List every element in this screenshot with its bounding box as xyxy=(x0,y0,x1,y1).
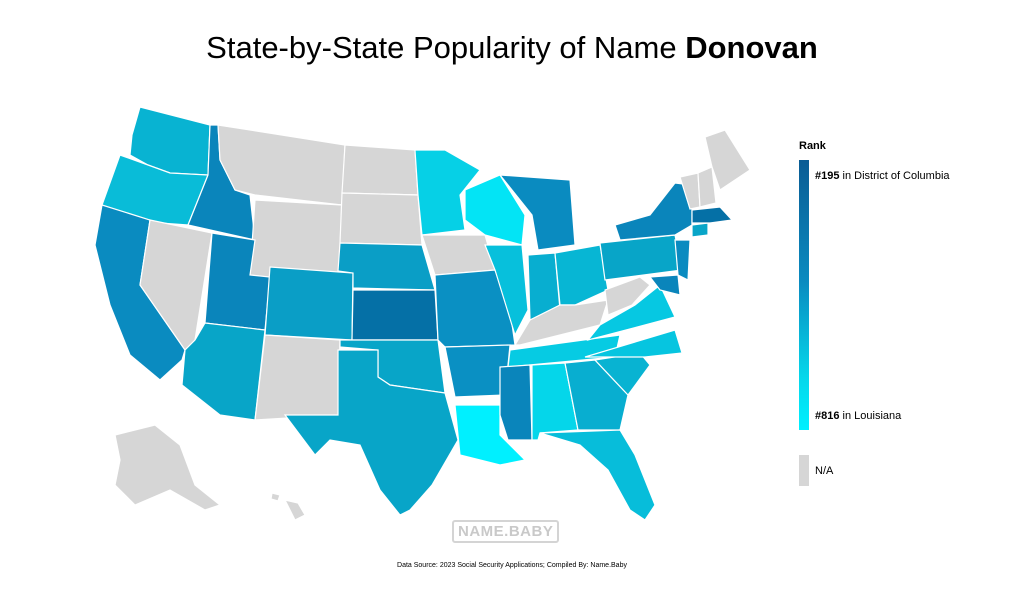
state-georgia xyxy=(564,359,629,431)
state-kentucky xyxy=(513,299,609,346)
legend-bottom-rank: #816 xyxy=(815,410,840,422)
state-michigan xyxy=(498,174,576,251)
state-new-mexico xyxy=(254,334,341,421)
state-colorado xyxy=(264,266,354,341)
state-ohio xyxy=(554,244,609,306)
state-new-jersey xyxy=(674,239,691,281)
state-pennsylvania xyxy=(599,234,683,281)
state-hawaii-island xyxy=(270,492,281,502)
legend-color-bar xyxy=(799,160,809,430)
watermark-logo: NAME.BABY xyxy=(452,520,560,543)
state-west-virginia xyxy=(604,276,651,316)
state-virginia xyxy=(586,284,676,342)
us-map xyxy=(60,95,780,535)
state-north-carolina xyxy=(584,329,683,358)
legend-top-rank: #195 xyxy=(815,170,840,182)
us-map-svg xyxy=(94,106,751,521)
legend-na-label: N/A xyxy=(815,465,834,477)
state-new-hampshire xyxy=(697,166,717,208)
data-source: Data Source: 2023 Social Security Applic… xyxy=(397,562,627,569)
state-mississippi xyxy=(499,364,533,441)
state-north-dakota xyxy=(341,144,419,196)
legend-bottom-label: #816 in Louisiana xyxy=(815,410,901,422)
state-alaska xyxy=(114,424,222,511)
state-illinois xyxy=(484,244,529,337)
state-hawaii xyxy=(283,499,306,521)
watermark-right: BABY xyxy=(508,523,554,540)
legend-na-swatch xyxy=(799,455,809,486)
legend-top-text: in District of Columbia xyxy=(839,170,950,182)
state-maryland xyxy=(648,274,681,296)
state-iowa xyxy=(421,234,496,276)
state-massachusetts xyxy=(691,206,734,224)
state-connecticut xyxy=(691,222,709,238)
state-texas xyxy=(283,349,459,516)
state-nebraska xyxy=(337,242,436,291)
watermark-dot: . xyxy=(504,523,509,540)
title-name: Donovan xyxy=(685,30,818,65)
legend-top-label: #195 in District of Columbia xyxy=(815,170,950,182)
watermark-left: NAME xyxy=(458,523,505,540)
state-maine xyxy=(704,129,751,191)
state-minnesota xyxy=(414,149,481,236)
state-kansas xyxy=(351,289,439,341)
title-prefix: State-by-State Popularity of Name xyxy=(206,30,686,65)
state-florida xyxy=(539,429,656,521)
state-south-dakota xyxy=(339,192,423,246)
legend-bottom-text: in Louisiana xyxy=(839,410,902,422)
chart-title: State-by-State Popularity of Name Donova… xyxy=(0,30,1024,66)
legend-title: Rank xyxy=(799,140,826,152)
state-new-york xyxy=(614,182,693,241)
